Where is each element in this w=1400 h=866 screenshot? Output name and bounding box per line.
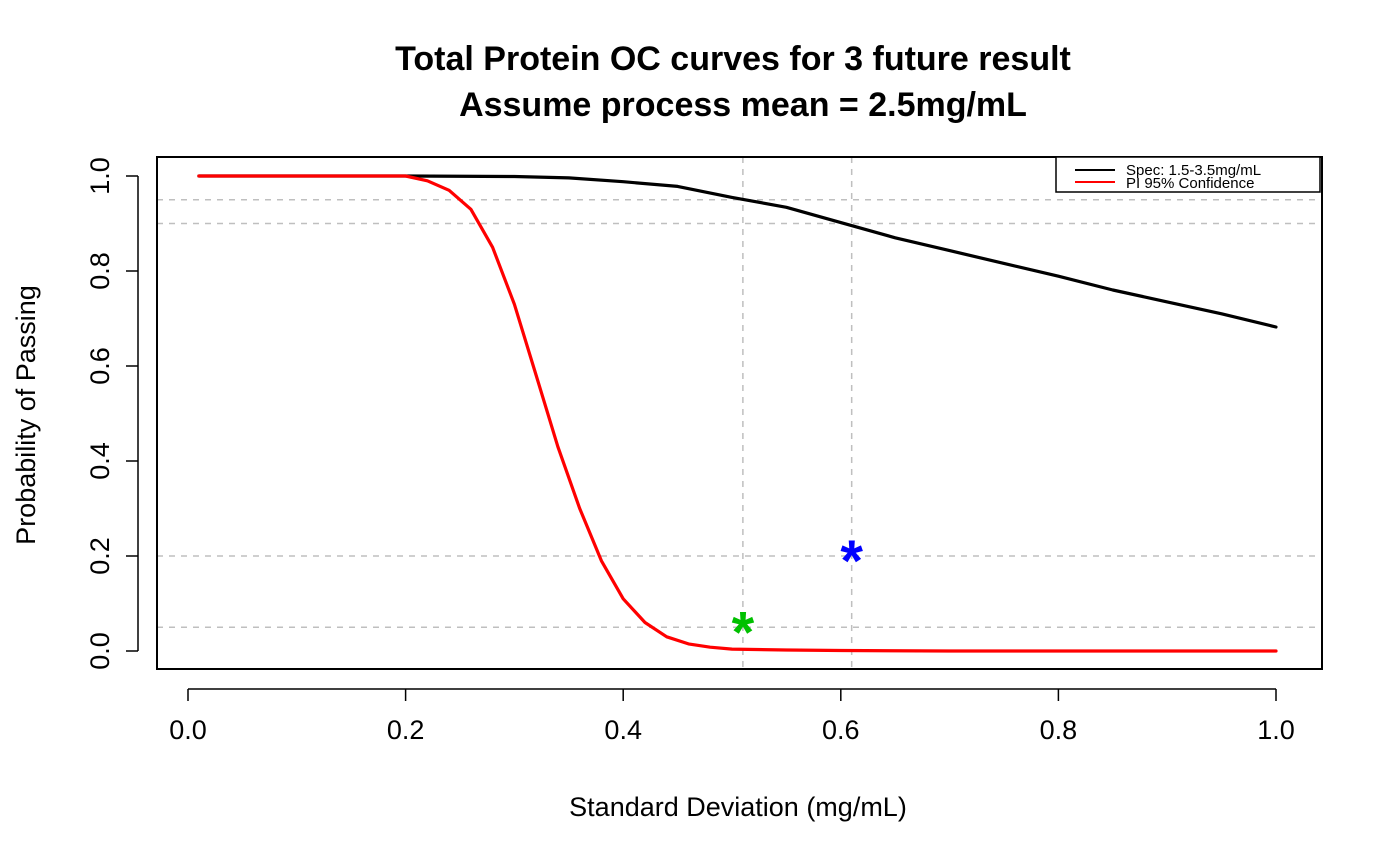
legend: Spec: 1.5-3.5mg/mL PI 95% Confidence: [1055, 156, 1321, 193]
x-tick-label-5: 1.0: [1257, 715, 1295, 745]
x-axis-label: Standard Deviation (mg/mL): [569, 792, 907, 822]
series-layer: [197, 174, 1278, 653]
series-line-0: [197, 174, 1278, 329]
y-tick-label-5: 1.0: [85, 157, 115, 195]
chart-title-line1: Total Protein OC curves for 3 future res…: [395, 40, 1071, 78]
marker-points: **: [732, 529, 864, 665]
reference-lines: [157, 157, 1322, 669]
y-axis: 0.0 0.2 0.4 0.6 0.8 1.0: [85, 157, 139, 670]
legend-box: [1055, 156, 1321, 193]
legend-label-pi: PI 95% Confidence: [1126, 175, 1254, 192]
chart-title-line2: Assume process mean = 2.5mg/mL: [459, 86, 1027, 124]
x-axis: 0.0 0.2 0.4 0.6 0.8 1.0: [169, 688, 1295, 745]
plot-frame: [156, 156, 1323, 670]
y-tick-label-0: 0.0: [85, 632, 115, 670]
y-tick-label-1: 0.2: [85, 537, 115, 575]
x-tick-label-4: 0.8: [1040, 715, 1078, 745]
point-marker-1: *: [840, 529, 863, 594]
y-tick-label-2: 0.4: [85, 442, 115, 480]
series-line-1: [197, 174, 1278, 653]
y-tick-label-4: 0.8: [85, 252, 115, 290]
x-tick-label-0: 0.0: [169, 715, 207, 745]
x-tick-label-3: 0.6: [822, 715, 860, 745]
legend-label-spec: Spec: 1.5-3.5mg/mL: [1126, 162, 1261, 179]
y-axis-label: Probability of Passing: [11, 285, 41, 545]
y-tick-label-3: 0.6: [85, 347, 115, 385]
point-marker-0: *: [732, 600, 755, 665]
x-tick-label-1: 0.2: [387, 715, 425, 745]
x-tick-label-2: 0.4: [604, 715, 642, 745]
